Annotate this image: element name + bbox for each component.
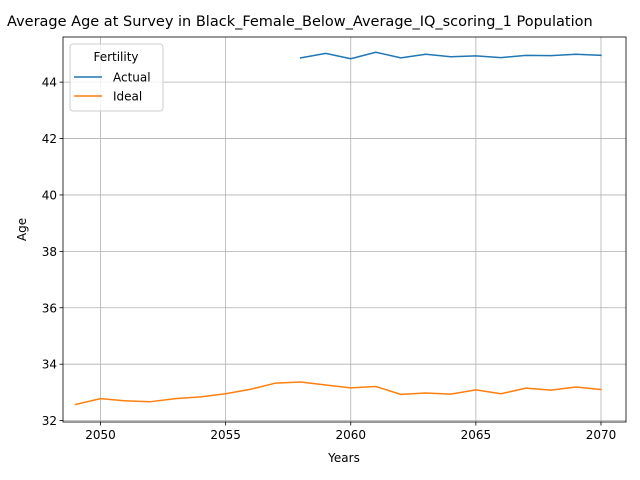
x-tick-label: 2055	[210, 428, 241, 442]
legend-entry-ideal: Ideal	[74, 90, 142, 104]
legend-entry-actual: Actual	[74, 71, 151, 85]
y-tick-label: 42	[42, 132, 57, 146]
x-tick-label: 2070	[586, 428, 617, 442]
y-tick-label: 36	[42, 301, 57, 315]
x-tick-label: 2065	[461, 428, 492, 442]
series-line-ideal	[74, 381, 602, 406]
plot-frame	[62, 36, 627, 423]
legend-box	[69, 43, 164, 112]
x-axis-label: Years	[327, 451, 360, 465]
y-tick-label: 38	[42, 245, 57, 259]
legend-label: Ideal	[113, 90, 142, 104]
x-tick-label: 2060	[335, 428, 366, 442]
series-line-actual	[299, 51, 602, 60]
y-tick-label: 40	[42, 188, 57, 202]
chart-title: Average Age at Survey in Black_Female_Be…	[7, 14, 593, 30]
y-axis-label: Age	[15, 218, 29, 241]
y-tick-label: 44	[42, 76, 57, 90]
legend-label: Actual	[113, 71, 151, 85]
y-axis-ticks: 32 34 36 38 40 42 44	[42, 76, 63, 428]
y-tick-label: 32	[42, 414, 57, 428]
legend: Fertility Actual Ideal	[69, 43, 164, 112]
series-lines	[74, 51, 602, 406]
x-axis-ticks: 2050 2055 2060 2065 2070	[85, 422, 616, 442]
y-tick-label: 34	[42, 358, 57, 372]
legend-title: Fertility	[93, 50, 138, 64]
x-tick-label: 2050	[85, 428, 116, 442]
